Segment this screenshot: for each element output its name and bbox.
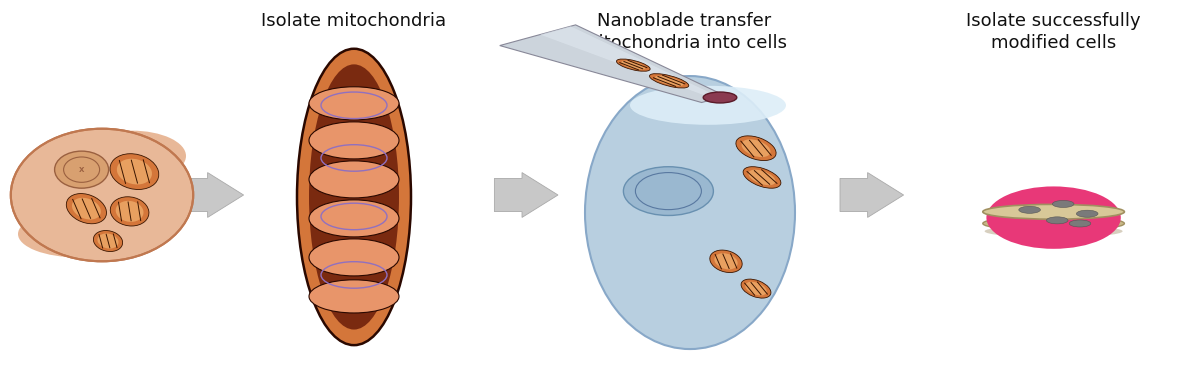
Ellipse shape: [310, 122, 398, 159]
Ellipse shape: [115, 201, 144, 222]
Ellipse shape: [983, 204, 1124, 219]
Ellipse shape: [11, 129, 193, 261]
Ellipse shape: [1046, 217, 1068, 224]
Ellipse shape: [983, 216, 1124, 231]
Ellipse shape: [743, 167, 781, 188]
Ellipse shape: [116, 159, 152, 184]
Ellipse shape: [624, 167, 713, 215]
Ellipse shape: [310, 239, 398, 276]
Ellipse shape: [310, 87, 398, 120]
Text: Isolate mitochondria: Isolate mitochondria: [262, 12, 446, 30]
Ellipse shape: [655, 76, 683, 86]
Ellipse shape: [1069, 220, 1091, 227]
Ellipse shape: [714, 253, 738, 269]
Ellipse shape: [310, 64, 398, 330]
Ellipse shape: [298, 49, 410, 345]
FancyArrow shape: [494, 172, 558, 218]
Ellipse shape: [97, 234, 119, 248]
Ellipse shape: [710, 250, 742, 273]
Polygon shape: [540, 26, 720, 99]
Text: Isolate successfully
modified cells: Isolate successfully modified cells: [966, 12, 1141, 52]
Polygon shape: [499, 25, 726, 103]
Ellipse shape: [742, 139, 770, 157]
Text: X: X: [79, 167, 84, 173]
Ellipse shape: [94, 230, 122, 252]
Ellipse shape: [617, 59, 650, 71]
Ellipse shape: [1076, 210, 1098, 217]
Ellipse shape: [1052, 200, 1074, 207]
FancyArrow shape: [180, 172, 244, 218]
Ellipse shape: [703, 92, 737, 103]
Ellipse shape: [110, 197, 149, 226]
Ellipse shape: [1019, 206, 1040, 213]
Ellipse shape: [78, 131, 186, 181]
Ellipse shape: [66, 193, 107, 224]
Ellipse shape: [310, 161, 398, 198]
Ellipse shape: [72, 198, 101, 220]
Ellipse shape: [55, 151, 109, 188]
Ellipse shape: [745, 282, 767, 296]
Ellipse shape: [110, 154, 158, 190]
Ellipse shape: [749, 170, 775, 185]
Text: Nanoblade transfer
mitochondria into cells: Nanoblade transfer mitochondria into cel…: [581, 12, 787, 52]
Ellipse shape: [622, 61, 646, 69]
Ellipse shape: [18, 211, 138, 257]
Ellipse shape: [310, 280, 398, 313]
Ellipse shape: [310, 200, 398, 237]
Ellipse shape: [649, 74, 689, 88]
Ellipse shape: [736, 136, 776, 161]
FancyArrow shape: [840, 172, 904, 218]
Ellipse shape: [630, 86, 786, 125]
Ellipse shape: [986, 186, 1121, 249]
Ellipse shape: [742, 279, 770, 298]
Ellipse shape: [984, 225, 1123, 238]
Ellipse shape: [586, 76, 796, 349]
